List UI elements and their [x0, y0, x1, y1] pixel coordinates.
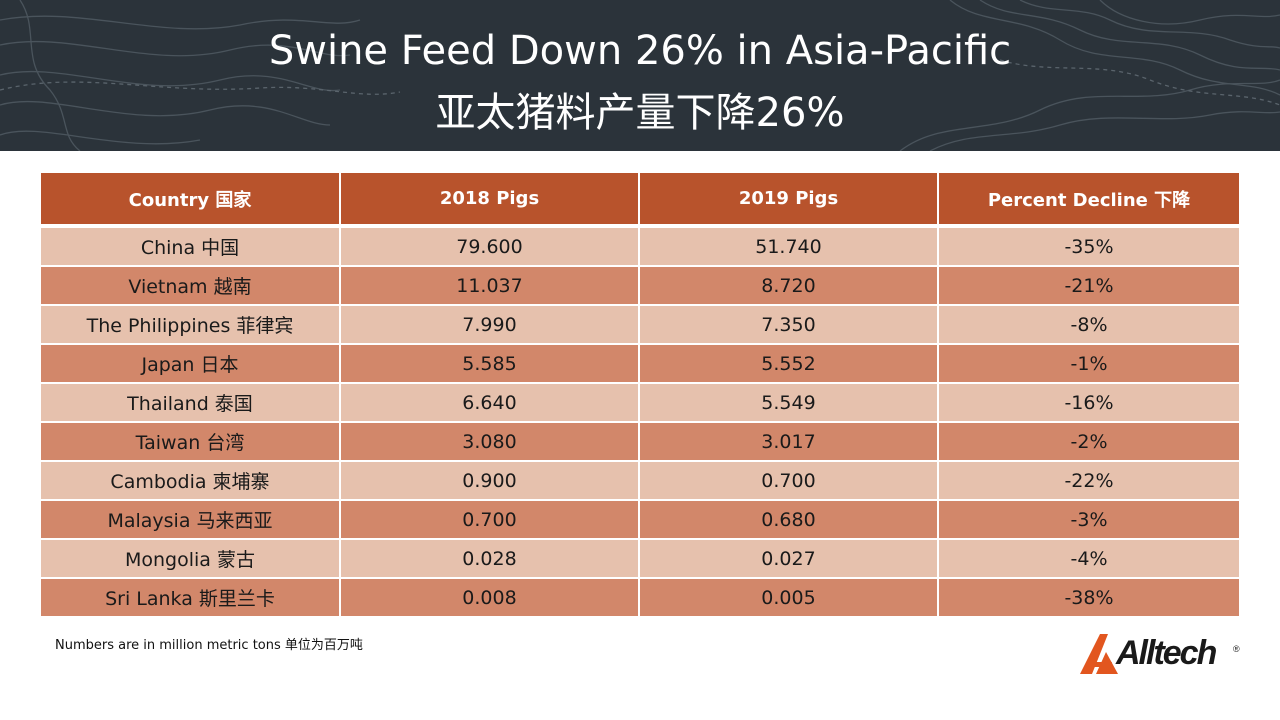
table-row: Malaysia 马来西亚 0.700 0.680 -3% — [41, 500, 1239, 540]
cell-2019: 0.680 — [639, 500, 939, 540]
cell-2019: 8.720 — [639, 266, 939, 306]
cell-decline: -3% — [938, 500, 1239, 540]
table-row: China 中国 79.600 51.740 -35% — [41, 226, 1239, 267]
topographic-pattern — [0, 0, 1280, 151]
cell-country: Cambodia 柬埔寨 — [41, 461, 341, 501]
cell-country: China 中国 — [41, 226, 341, 267]
table-row: Cambodia 柬埔寨 0.900 0.700 -22% — [41, 461, 1239, 501]
cell-2019: 51.740 — [639, 226, 939, 267]
cell-2018: 0.700 — [340, 500, 640, 540]
cell-country: Taiwan 台湾 — [41, 422, 341, 462]
cell-2019: 0.700 — [639, 461, 939, 501]
cell-country: Mongolia 蒙古 — [41, 539, 341, 579]
cell-2019: 0.027 — [639, 539, 939, 579]
cell-country: Sri Lanka 斯里兰卡 — [41, 578, 341, 618]
cell-country: Japan 日本 — [41, 344, 341, 384]
cell-2018: 7.990 — [340, 305, 640, 345]
cell-2018: 3.080 — [340, 422, 640, 462]
registered-mark: ® — [1233, 644, 1240, 654]
alltech-logo: Alltech ® — [1078, 630, 1243, 678]
cell-country: The Philippines 菲律宾 — [41, 305, 341, 345]
cell-2019: 3.017 — [639, 422, 939, 462]
cell-2019: 5.549 — [639, 383, 939, 423]
swine-feed-table: Country 国家 2018 Pigs 2019 Pigs Percent D… — [41, 173, 1239, 618]
cell-2018: 0.028 — [340, 539, 640, 579]
cell-2018: 79.600 — [340, 226, 640, 267]
title-chinese: 亚太猪料产量下降26% — [435, 90, 845, 136]
cell-2019: 7.350 — [639, 305, 939, 345]
cell-2019: 5.552 — [639, 344, 939, 384]
cell-2018: 5.585 — [340, 344, 640, 384]
cell-2019: 0.005 — [639, 578, 939, 618]
footnote-units: Numbers are in million metric tons 单位为百万… — [55, 638, 363, 653]
table-header-row: Country 国家 2018 Pigs 2019 Pigs Percent D… — [41, 173, 1239, 228]
title-english: Swine Feed Down 26% in Asia-Pacific — [268, 28, 1012, 74]
cell-country: Vietnam 越南 — [41, 266, 341, 306]
title-banner: Swine Feed Down 26% in Asia-Pacific 亚太猪料… — [0, 0, 1280, 151]
cell-decline: -2% — [938, 422, 1239, 462]
cell-decline: -8% — [938, 305, 1239, 345]
cell-decline: -22% — [938, 461, 1239, 501]
table-row: Japan 日本 5.585 5.552 -1% — [41, 344, 1239, 384]
logo-wordmark: Alltech — [1116, 634, 1217, 672]
header-percent-decline: Percent Decline 下降 — [938, 173, 1239, 228]
header-country: Country 国家 — [41, 173, 341, 228]
cell-2018: 6.640 — [340, 383, 640, 423]
header-2018: 2018 Pigs — [340, 173, 640, 228]
cell-decline: -16% — [938, 383, 1239, 423]
cell-decline: -38% — [938, 578, 1239, 618]
cell-decline: -1% — [938, 344, 1239, 384]
cell-country: Malaysia 马来西亚 — [41, 500, 341, 540]
header-2019: 2019 Pigs — [639, 173, 939, 228]
cell-decline: -4% — [938, 539, 1239, 579]
cell-decline: -35% — [938, 226, 1239, 267]
table-row: Vietnam 越南 11.037 8.720 -21% — [41, 266, 1239, 306]
cell-2018: 0.900 — [340, 461, 640, 501]
table-row: Mongolia 蒙古 0.028 0.027 -4% — [41, 539, 1239, 579]
table-row: Taiwan 台湾 3.080 3.017 -2% — [41, 422, 1239, 462]
cell-decline: -21% — [938, 266, 1239, 306]
table-row: Thailand 泰国 6.640 5.549 -16% — [41, 383, 1239, 423]
cell-2018: 11.037 — [340, 266, 640, 306]
cell-country: Thailand 泰国 — [41, 383, 341, 423]
cell-2018: 0.008 — [340, 578, 640, 618]
table-row: Sri Lanka 斯里兰卡 0.008 0.005 -38% — [41, 578, 1239, 618]
table-row: The Philippines 菲律宾 7.990 7.350 -8% — [41, 305, 1239, 345]
alltech-a-mark-icon — [1080, 634, 1118, 674]
